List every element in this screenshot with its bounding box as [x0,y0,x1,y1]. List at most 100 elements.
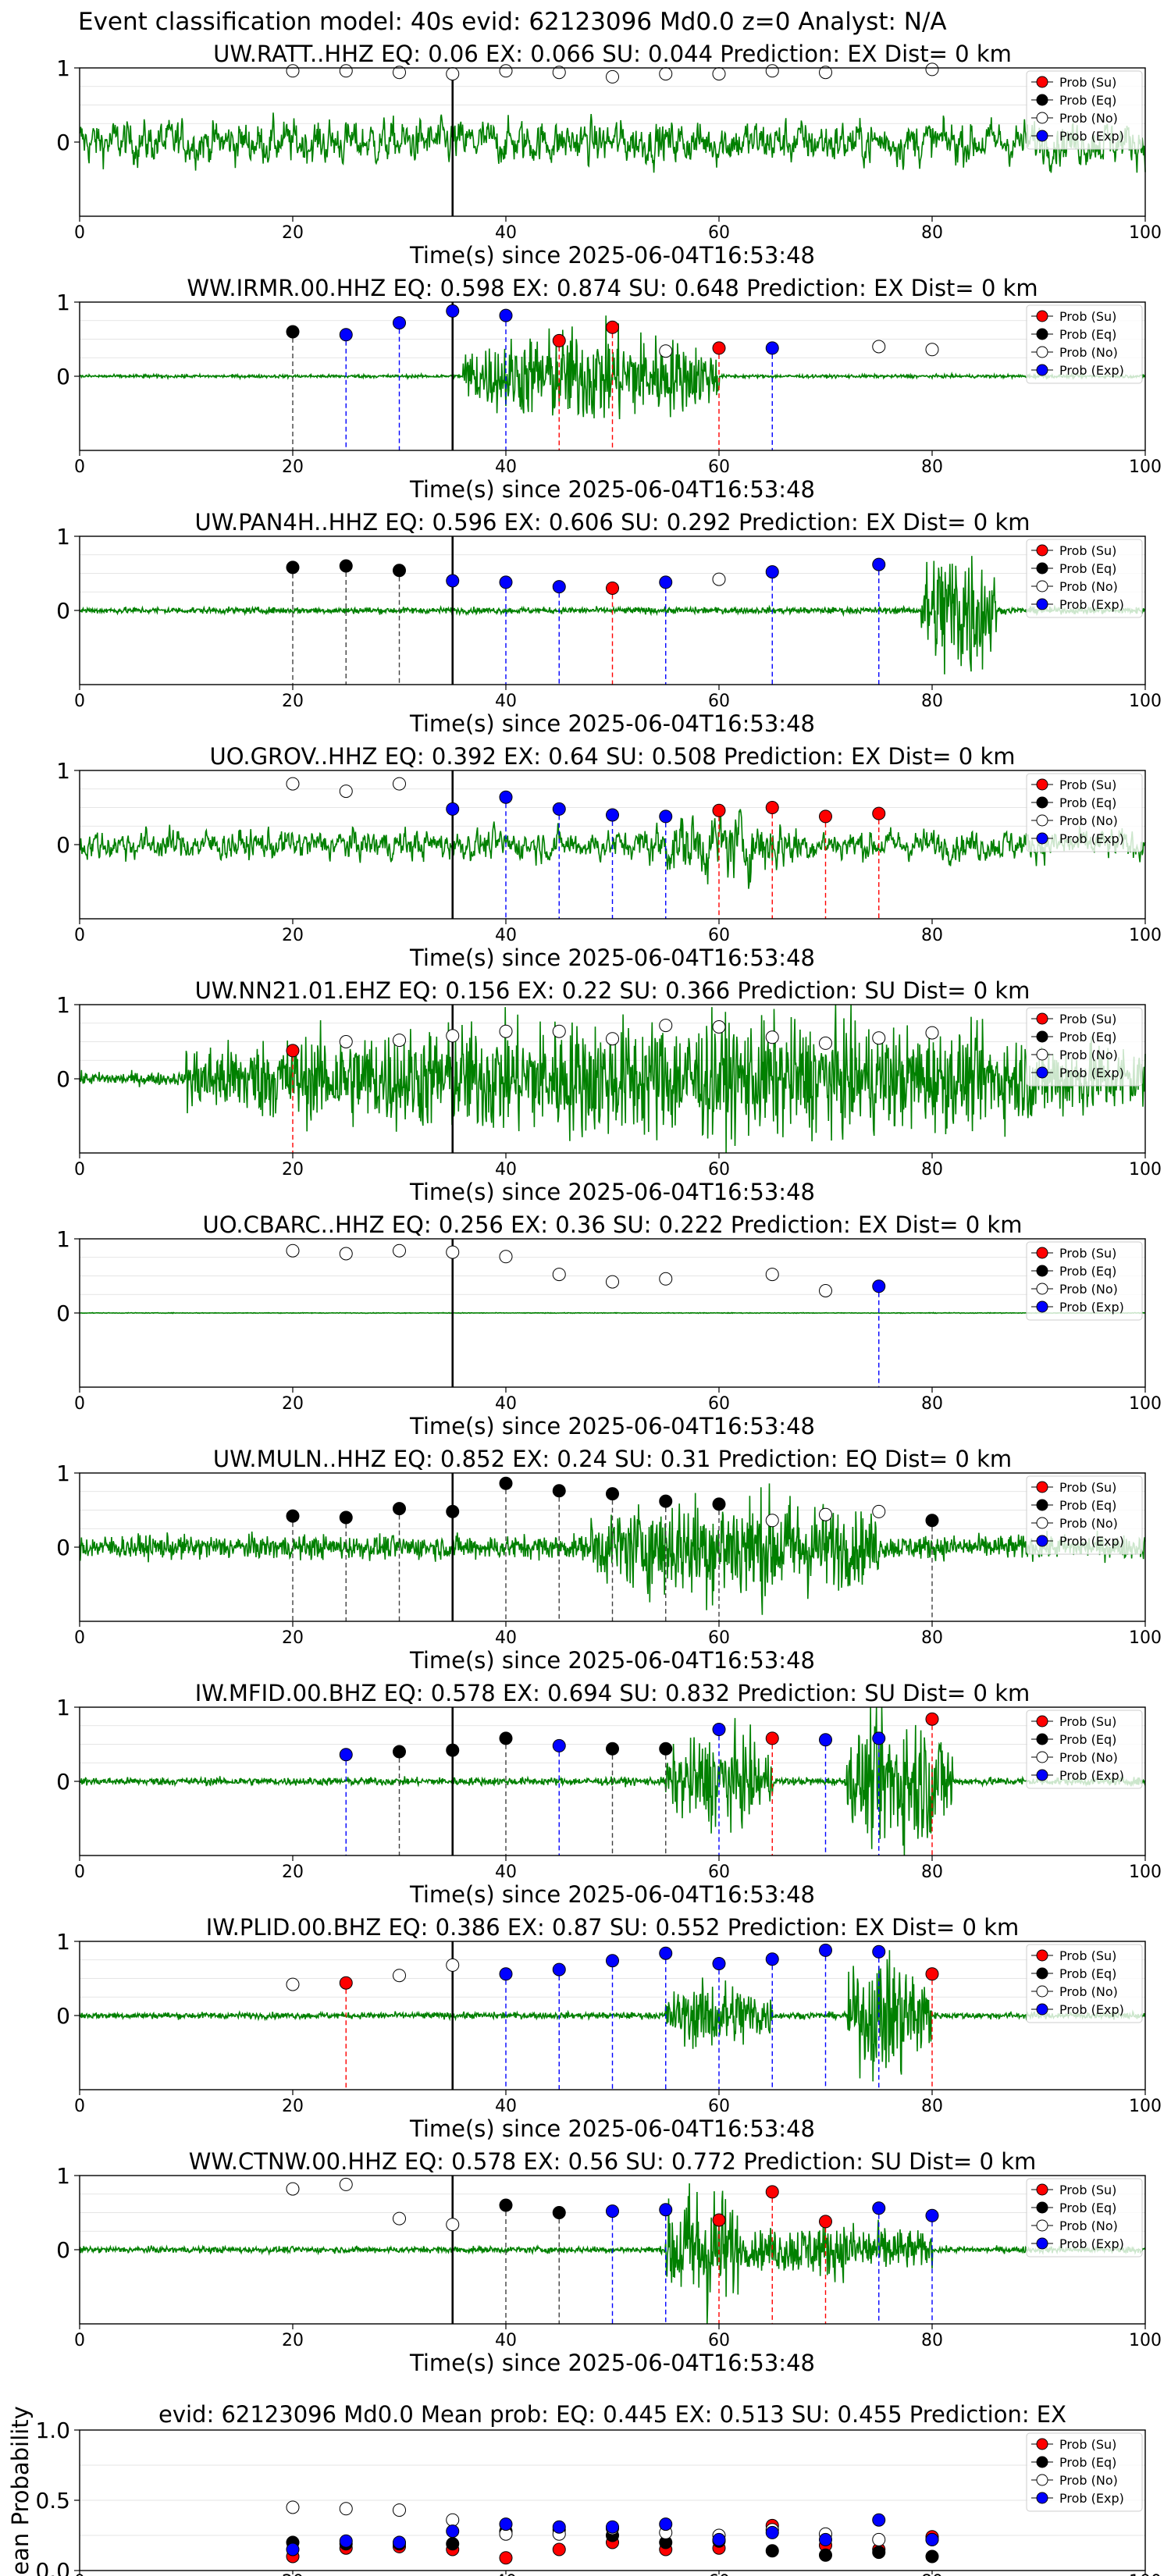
y-tick-label: 0 [56,364,70,390]
legend-label: Prob (Su) [1059,2183,1116,2197]
station-panel-2: UW.PAN4H..HHZ EQ: 0.596 EX: 0.606 SU: 0.… [56,509,1162,737]
legend-marker [1036,2003,1048,2016]
x-tick-label: 40 [495,692,517,711]
prob-marker-eq [606,1742,619,1756]
legend-box [1026,773,1143,852]
legend-label: Prob (Su) [1059,1480,1116,1495]
prob-marker-exp [552,1962,566,1976]
legend-label: Prob (No) [1059,111,1118,126]
x-tick-label: 60 [708,1394,730,1414]
legend-marker [1036,1751,1048,1763]
x-tick-label: 100 [1129,1628,1162,1648]
prob-marker-no [339,1035,353,1048]
x-tick-label: 20 [282,692,304,711]
prob-marker-eq [393,564,406,578]
mean-marker-eq [925,2549,939,2564]
x-tick-label: 0 [74,1863,85,1882]
legend-label: Prob (Exp) [1059,1534,1124,1549]
prob-marker-eq [499,1476,513,1490]
prob-marker-no [286,1244,300,1258]
mean-marker-exp [606,2520,619,2534]
prob-marker-no [393,1244,406,1258]
y-tick-label: 1 [56,1929,70,1955]
mean-marker-exp [339,2534,353,2548]
x-tick-label: 100 [1129,1394,1162,1414]
mean-marker-exp [552,2520,566,2534]
x-tick-label: 0 [74,2331,85,2350]
legend-label: Prob (Eq) [1059,1264,1116,1279]
x-tick-label: 20 [282,457,304,477]
x-tick-label: 100 [1129,1863,1162,1882]
x-tick-label: 60 [708,1628,730,1648]
legend-marker [1036,1012,1048,1025]
legend-box [1026,1007,1143,1087]
legend-marker [1036,778,1048,791]
prob-marker-exp [659,1946,673,1960]
mean-marker-no [872,2532,886,2546]
prob-marker-no [499,64,513,78]
legend-marker [1036,130,1048,142]
legend-label: Prob (Eq) [1059,93,1116,108]
prob-marker-exp [872,2201,886,2215]
waveform-trace [79,1706,1146,1856]
mean-marker-no [286,2500,300,2514]
prob-marker-su [819,809,832,824]
y-tick-label: 0 [56,598,70,624]
x-tick-label: 0 [74,1160,85,1179]
prob-marker-exp [606,1954,619,1968]
station-panel-1: WW.IRMR.00.HHZ EQ: 0.598 EX: 0.874 SU: 0… [56,275,1162,503]
x-tick-label: 60 [708,926,730,945]
legend-label: Prob (Su) [1059,75,1116,90]
panel-title: WW.CTNW.00.HHZ EQ: 0.578 EX: 0.56 SU: 0.… [189,2148,1037,2175]
x-tick-label: 20 [282,1628,304,1648]
legend-marker [1036,2237,1048,2250]
panel-title: UW.NN21.01.EHZ EQ: 0.156 EX: 0.22 SU: 0.… [195,977,1030,1004]
prob-marker-no [339,64,353,78]
prob-marker-no [925,62,939,76]
legend-marker [1036,76,1048,88]
prob-marker-exp [712,1957,726,1970]
legend-marker [1036,1985,1048,1998]
legend-label: Prob (Exp) [1059,129,1124,144]
prob-marker-no [286,777,300,791]
x-tick-label: 100 [1129,926,1162,945]
prob-marker-eq [393,1502,406,1516]
prob-marker-su [339,1976,353,1990]
y-tick-label: 1 [56,55,70,81]
legend-label: Prob (No) [1059,1516,1118,1531]
prob-marker-exp [819,1943,832,1957]
x-tick-label: 40 [495,1863,517,1882]
legend-marker [1036,598,1048,610]
prob-marker-su [765,2185,779,2199]
legend-label: Prob (No) [1059,1282,1118,1297]
y-tick-label: 1 [56,992,70,1018]
legend-marker [1036,1247,1048,1259]
waveform-trace [79,2183,1146,2325]
legend-marker [1036,1535,1048,1547]
prob-marker-no [393,1969,406,1983]
y-tick-label: 1 [56,2163,70,2189]
x-tick-label: 0 [74,1628,85,1648]
x-tick-label: 40 [495,1160,517,1179]
legend-box [1026,304,1143,384]
panel-title: IW.MFID.00.BHZ EQ: 0.578 EX: 0.694 SU: 0… [195,1680,1030,1706]
prob-marker-no [552,1024,566,1038]
prob-marker-no [872,1504,886,1518]
x-axis-label: Time(s) since 2025-06-04T16:53:48 [409,476,815,503]
prob-marker-exp [659,2203,673,2217]
station-panel-7: IW.MFID.00.BHZ EQ: 0.578 EX: 0.694 SU: 0… [56,1680,1162,1908]
legend-label: Prob (Exp) [1059,831,1124,846]
legend-label: Prob (Eq) [1059,1966,1116,1981]
prob-marker-exp [872,557,886,571]
legend-marker [1036,2492,1048,2504]
legend-marker [1036,1769,1048,1781]
prob-marker-exp [712,1723,726,1736]
x-tick-label: 40 [495,1628,517,1648]
prob-marker-no [446,1029,460,1043]
legend-marker [1036,544,1048,557]
legend-label: Prob (No) [1059,579,1118,594]
y-tick-label: 0 [56,130,70,155]
mean-marker-exp [286,2542,300,2556]
legend-label: Prob (Eq) [1059,2455,1116,2470]
mean-marker-exp [712,2532,726,2546]
